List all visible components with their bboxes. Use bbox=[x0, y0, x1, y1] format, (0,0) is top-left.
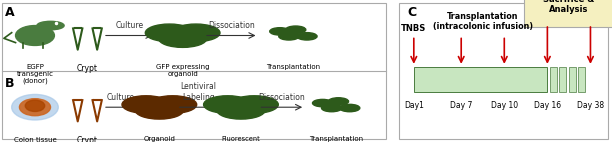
Text: Crypt: Crypt bbox=[77, 64, 98, 73]
Ellipse shape bbox=[15, 26, 54, 45]
Text: Culture: Culture bbox=[106, 93, 135, 102]
Text: Lentiviral
Labeling: Lentiviral Labeling bbox=[180, 82, 216, 102]
Circle shape bbox=[135, 102, 184, 119]
Text: Transplantation: Transplantation bbox=[266, 64, 321, 70]
Circle shape bbox=[278, 33, 299, 40]
FancyBboxPatch shape bbox=[559, 67, 566, 92]
Ellipse shape bbox=[12, 94, 58, 120]
Text: EGFP
transgenic
(donor): EGFP transgenic (donor) bbox=[17, 64, 53, 84]
Text: Day 7: Day 7 bbox=[450, 101, 472, 110]
FancyBboxPatch shape bbox=[524, 0, 612, 27]
Text: Sacrifice &
Analysis: Sacrifice & Analysis bbox=[543, 0, 595, 14]
Circle shape bbox=[230, 96, 278, 113]
Text: Dissociation: Dissociation bbox=[258, 93, 305, 102]
Circle shape bbox=[145, 24, 193, 42]
Circle shape bbox=[286, 26, 306, 34]
Text: C: C bbox=[408, 6, 417, 19]
Circle shape bbox=[270, 28, 290, 35]
Circle shape bbox=[217, 102, 265, 119]
Text: Day 10: Day 10 bbox=[491, 101, 518, 110]
Circle shape bbox=[328, 98, 349, 105]
Text: Fluorescent
labeled organoid: Fluorescent labeled organoid bbox=[213, 136, 269, 142]
Text: GFP expressing
organoid: GFP expressing organoid bbox=[156, 64, 209, 77]
Circle shape bbox=[297, 33, 317, 40]
Circle shape bbox=[122, 96, 170, 113]
Circle shape bbox=[321, 104, 341, 112]
FancyBboxPatch shape bbox=[569, 67, 576, 92]
FancyBboxPatch shape bbox=[414, 67, 547, 92]
Circle shape bbox=[159, 30, 207, 47]
Text: Colon tissue
from patients: Colon tissue from patients bbox=[12, 137, 59, 142]
FancyBboxPatch shape bbox=[2, 3, 386, 139]
Text: Crypt: Crypt bbox=[77, 136, 98, 142]
Text: Day 38: Day 38 bbox=[577, 101, 604, 110]
Text: A: A bbox=[5, 6, 14, 19]
Text: Culture: Culture bbox=[115, 21, 143, 30]
Text: Dissociation: Dissociation bbox=[208, 21, 255, 30]
Ellipse shape bbox=[25, 100, 45, 111]
Text: Organoid: Organoid bbox=[143, 136, 175, 142]
Circle shape bbox=[204, 96, 252, 113]
Text: Transplantation
(intracolonic infusion): Transplantation (intracolonic infusion) bbox=[433, 12, 533, 31]
FancyBboxPatch shape bbox=[578, 67, 585, 92]
Ellipse shape bbox=[37, 21, 64, 30]
Circle shape bbox=[172, 24, 220, 42]
Text: Transplantation: Transplantation bbox=[309, 136, 363, 142]
Text: B: B bbox=[5, 77, 14, 90]
Circle shape bbox=[313, 99, 333, 107]
Circle shape bbox=[149, 96, 196, 113]
Text: Day 16: Day 16 bbox=[534, 101, 561, 110]
Circle shape bbox=[340, 104, 360, 112]
Text: Day1: Day1 bbox=[404, 101, 424, 110]
FancyBboxPatch shape bbox=[550, 67, 557, 92]
Text: TNBS: TNBS bbox=[401, 24, 427, 33]
Ellipse shape bbox=[20, 99, 51, 116]
FancyBboxPatch shape bbox=[399, 3, 608, 139]
